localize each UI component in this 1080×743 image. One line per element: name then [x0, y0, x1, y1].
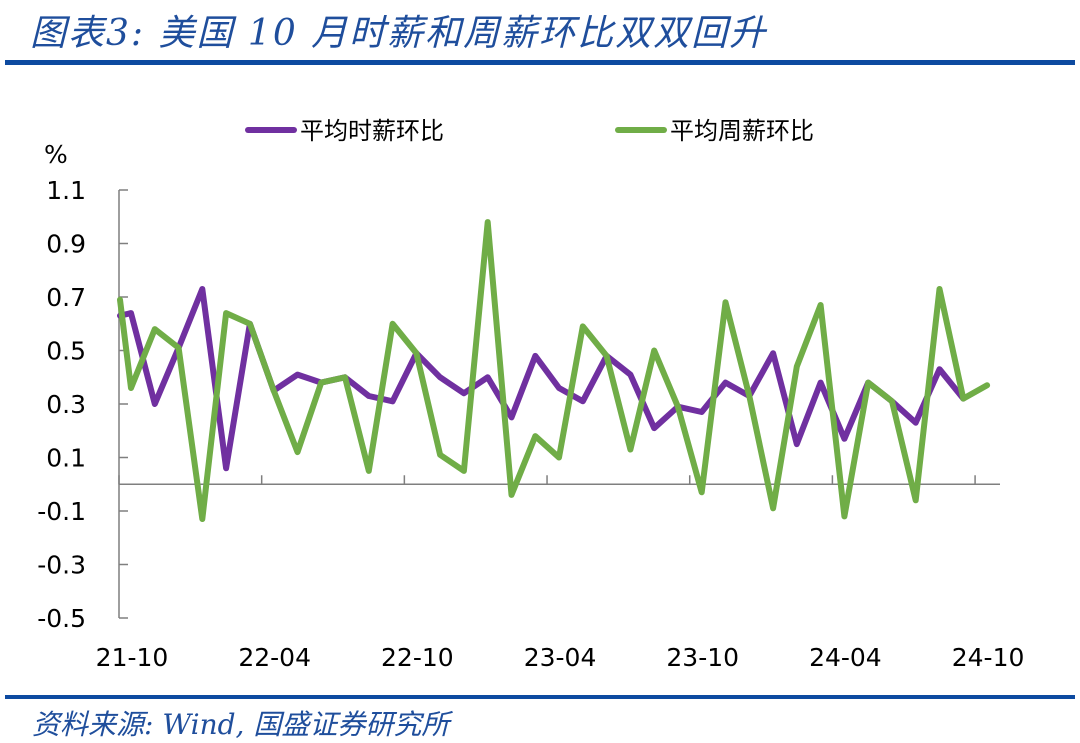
- y-tick-label: 0.1: [46, 444, 86, 473]
- y-tick-label: 0.5: [46, 337, 86, 366]
- x-tick-label: 21-10: [96, 643, 169, 672]
- chart-axes: 1.1 0.9 0.7 0.5 0.3 0.1 -0.1 -0.3 -0.5 21-10 22-04…: [37, 176, 1024, 672]
- legend-label-weekly: 平均周薪环比: [670, 117, 814, 145]
- y-axis-unit: %: [44, 140, 68, 169]
- x-tick-label: 22-04: [238, 643, 311, 672]
- x-tick-label: 24-04: [809, 643, 882, 672]
- legend-label-hourly: 平均时薪环比: [300, 117, 444, 145]
- source-divider: [5, 695, 1075, 699]
- x-tick-label: 23-04: [524, 643, 597, 672]
- title-divider: [5, 60, 1075, 65]
- y-tick-label: -0.3: [37, 551, 86, 580]
- y-tick-label: 0.7: [46, 283, 86, 312]
- x-tick-label: 24-10: [952, 643, 1025, 672]
- y-tick-label: 0.9: [46, 230, 86, 259]
- chart-legend: 平均时薪环比 平均周薪环比: [245, 117, 814, 145]
- source-note: 资料来源: Wind, 国盛证券研究所: [32, 708, 450, 741]
- x-tick-label: 23-10: [666, 643, 739, 672]
- y-tick-label: -0.5: [37, 604, 86, 633]
- chart-series: [117, 219, 991, 522]
- chart-title: 图表3: 美国 10 月时薪和周薪环比双双回升: [30, 13, 768, 54]
- y-tick-label: -0.1: [37, 497, 86, 526]
- y-tick-label: 0.3: [46, 390, 86, 419]
- series-line-weekly: [117, 219, 991, 522]
- line-chart: 平均时薪环比 平均周薪环比 % 1.1 0.9 0.7 0.5 0.3 0.1 -0.1 -0…: [37, 117, 1024, 672]
- x-tick-label: 22-10: [381, 643, 454, 672]
- y-tick-label: 1.1: [46, 176, 86, 205]
